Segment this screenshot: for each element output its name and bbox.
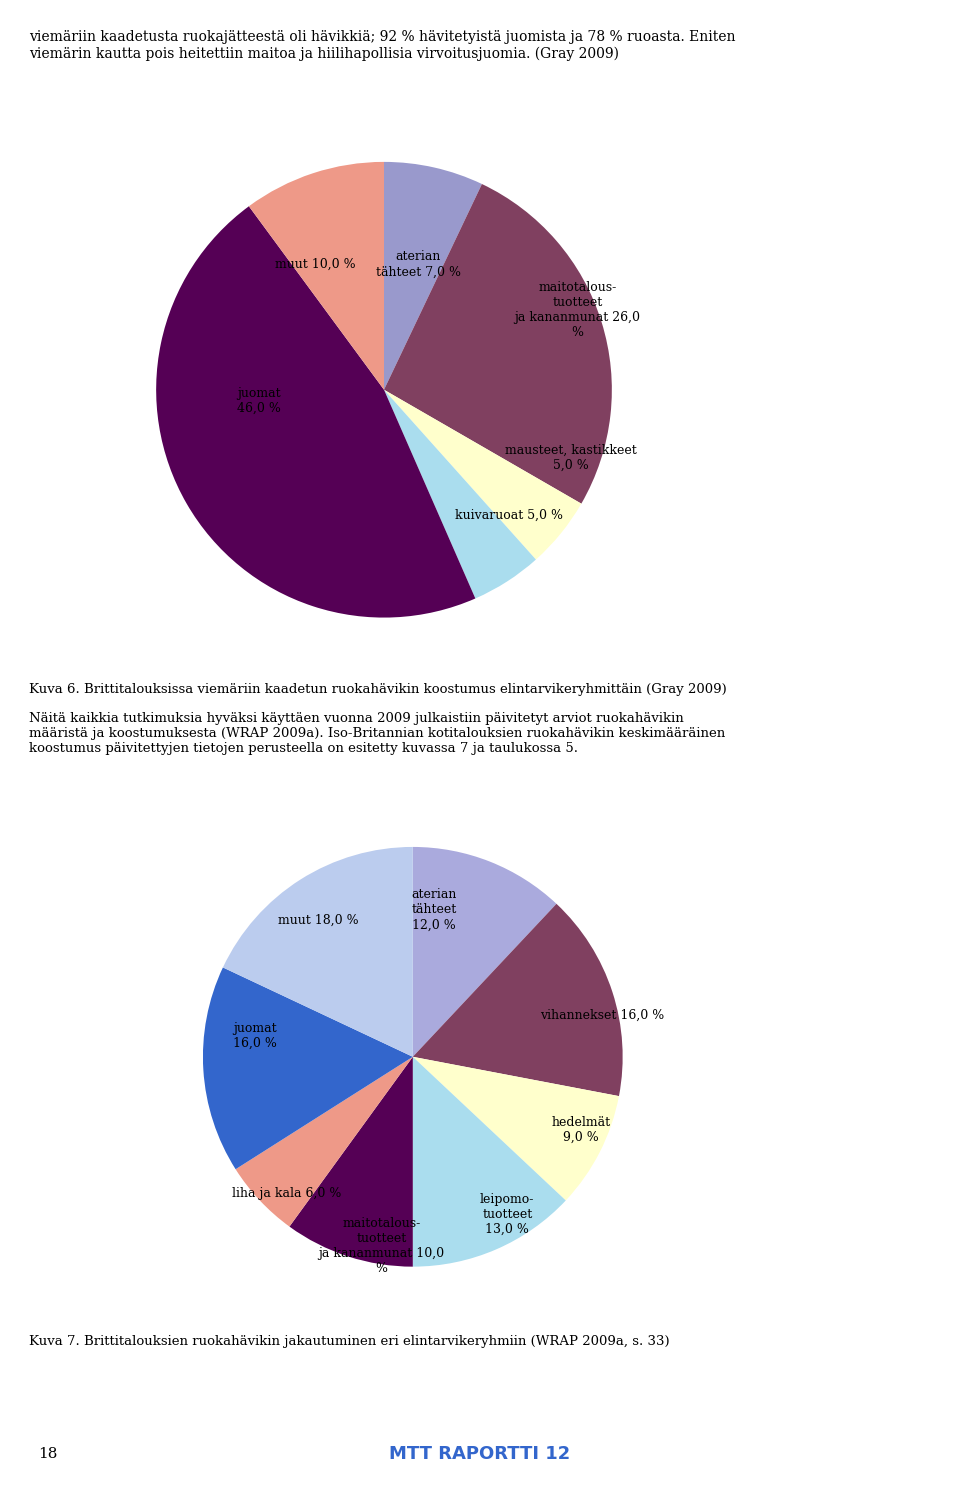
Text: aterian
tähteet
12,0 %: aterian tähteet 12,0 % (411, 889, 456, 931)
Wedge shape (203, 967, 413, 1169)
Text: viemäriin kaadetusta ruokajätteestä oli hävikkiä; 92 % hävitetyistä juomista ja : viemäriin kaadetusta ruokajätteestä oli … (29, 30, 735, 60)
Text: hedelmät
9,0 %: hedelmät 9,0 % (551, 1117, 611, 1144)
Wedge shape (384, 390, 582, 559)
Wedge shape (249, 162, 384, 390)
Wedge shape (384, 390, 536, 598)
Text: juomat
46,0 %: juomat 46,0 % (237, 387, 280, 415)
Text: Kuva 6. Brittitalouksissa viemäriin kaadetun ruokahävikin koostumus elintarviker: Kuva 6. Brittitalouksissa viemäriin kaad… (29, 684, 727, 696)
Wedge shape (413, 847, 557, 1057)
Wedge shape (413, 904, 623, 1096)
Wedge shape (413, 1057, 619, 1201)
Wedge shape (290, 1057, 413, 1267)
Text: juomat
16,0 %: juomat 16,0 % (233, 1022, 277, 1049)
Text: kuivaruoat 5,0 %: kuivaruoat 5,0 % (455, 508, 564, 522)
Text: muut 18,0 %: muut 18,0 % (278, 914, 359, 926)
Text: aterian
tähteet 7,0 %: aterian tähteet 7,0 % (375, 250, 461, 279)
Wedge shape (413, 1057, 565, 1267)
Text: liha ja kala 6,0 %: liha ja kala 6,0 % (232, 1187, 342, 1199)
Wedge shape (384, 184, 612, 504)
Wedge shape (235, 1057, 413, 1226)
Text: leipomo-
tuotteet
13,0 %: leipomo- tuotteet 13,0 % (480, 1193, 535, 1235)
Text: muut 10,0 %: muut 10,0 % (276, 258, 356, 271)
Wedge shape (156, 207, 475, 618)
Text: Kuva 7. Brittitalouksien ruokahävikin jakautuminen eri elintarvikeryhmiin (WRAP : Kuva 7. Brittitalouksien ruokahävikin ja… (29, 1336, 669, 1348)
Text: mausteet, kastikkeet
5,0 %: mausteet, kastikkeet 5,0 % (505, 444, 636, 472)
Text: maitotalous-
tuotteet
ja kananmunat 10,0
%: maitotalous- tuotteet ja kananmunat 10,0… (319, 1217, 444, 1274)
Text: vihannekset 16,0 %: vihannekset 16,0 % (540, 1009, 663, 1021)
Text: MTT RAPORTTI 12: MTT RAPORTTI 12 (390, 1445, 570, 1463)
Text: maitotalous-
tuotteet
ja kananmunat 26,0
%: maitotalous- tuotteet ja kananmunat 26,0… (515, 280, 640, 339)
Wedge shape (384, 162, 482, 390)
Text: 18: 18 (37, 1447, 57, 1462)
Wedge shape (223, 847, 413, 1057)
Text: Näitä kaikkia tutkimuksia hyväksi käyttäen vuonna 2009 julkaistiin päivitetyt ar: Näitä kaikkia tutkimuksia hyväksi käyttä… (29, 712, 725, 755)
